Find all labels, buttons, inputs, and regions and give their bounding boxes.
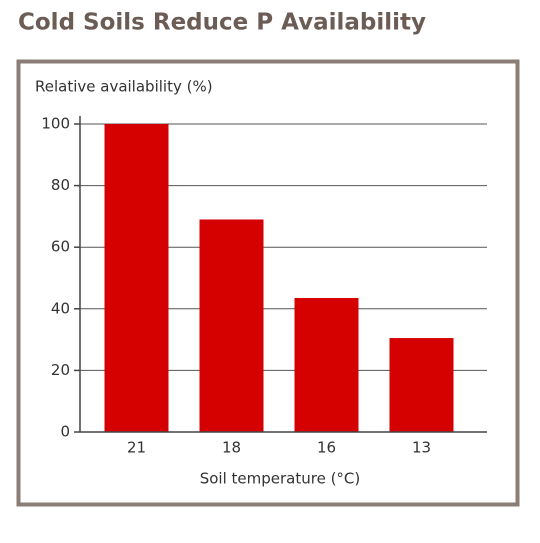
x-tick-label: 18 <box>222 439 241 457</box>
x-tick-label: 21 <box>127 439 146 457</box>
bar <box>104 124 169 432</box>
y-tick-label: 40 <box>51 299 70 317</box>
bar <box>389 338 454 432</box>
x-axis-label: Soil temperature (°C) <box>200 470 361 488</box>
y-tick-label: 0 <box>60 423 70 441</box>
y-tick-label: 20 <box>51 361 70 379</box>
bar <box>199 219 264 432</box>
y-tick-label: 100 <box>41 115 70 133</box>
y-tick-label: 60 <box>51 238 70 256</box>
y-axis-label: Relative availability (%) <box>35 78 213 96</box>
chart-title: Cold Soils Reduce P Availability <box>18 10 426 36</box>
chart-frame <box>16 59 520 507</box>
x-tick-label: 13 <box>412 439 431 457</box>
x-tick-label: 16 <box>317 439 336 457</box>
bar <box>294 298 359 432</box>
y-tick-label: 80 <box>51 176 70 194</box>
